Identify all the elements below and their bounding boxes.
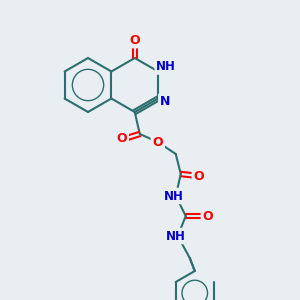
Text: O: O: [194, 169, 204, 182]
Text: O: O: [202, 209, 213, 223]
Text: NH: NH: [166, 230, 186, 242]
Text: O: O: [116, 133, 127, 146]
Text: O: O: [130, 34, 140, 46]
Text: NH: NH: [164, 190, 184, 202]
Text: NH: NH: [156, 60, 176, 73]
Text: O: O: [152, 136, 163, 148]
Text: N: N: [160, 95, 170, 108]
